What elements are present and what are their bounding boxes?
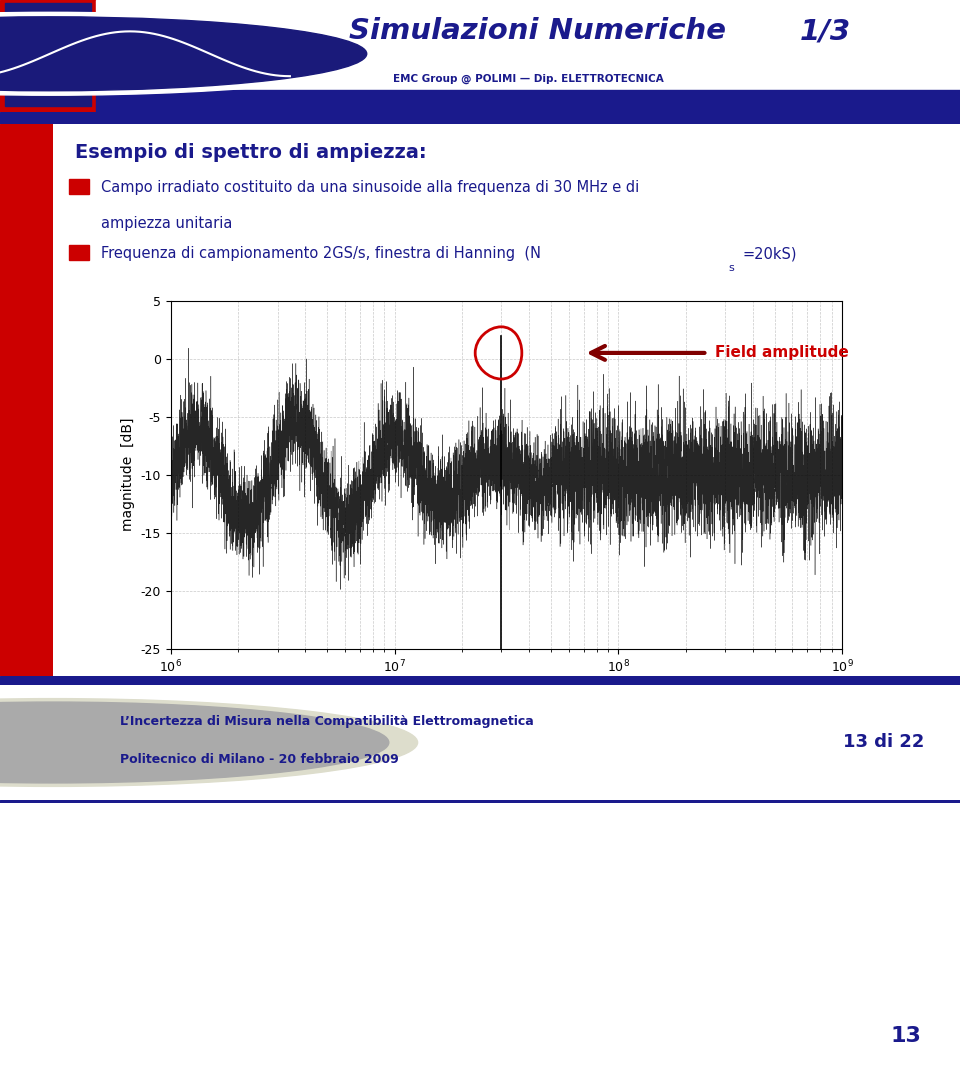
Text: 13: 13: [891, 1025, 922, 1046]
FancyBboxPatch shape: [69, 245, 89, 260]
X-axis label: frequency  [Hz]: frequency [Hz]: [453, 681, 560, 695]
Bar: [5, 3, 91, 107]
Text: Campo irradiato costituito da una sinusoide alla frequenza di 30 MHz e di: Campo irradiato costituito da una sinuso…: [101, 180, 639, 195]
Text: Field amplitude: Field amplitude: [715, 346, 849, 361]
Circle shape: [0, 17, 367, 91]
Bar: [96, 90, 960, 112]
Text: ampiezza unitaria: ampiezza unitaria: [101, 216, 232, 230]
Circle shape: [0, 13, 405, 95]
Bar: [96, 0, 960, 92]
Text: s: s: [729, 262, 734, 272]
Text: Esempio di spettro di ampiezza:: Esempio di spettro di ampiezza:: [76, 143, 427, 162]
Text: 13 di 22: 13 di 22: [843, 733, 924, 751]
Text: 1/3: 1/3: [800, 17, 852, 46]
Circle shape: [0, 699, 418, 786]
Text: L’Incertezza di Misura nella Compatibilità Elettromagnetica: L’Incertezza di Misura nella Compatibili…: [120, 715, 534, 728]
Text: EMC Group @ POLIMI — Dip. ELETTROTECNICA: EMC Group @ POLIMI — Dip. ELETTROTECNICA: [393, 74, 663, 83]
Text: =20kS): =20kS): [742, 246, 797, 261]
Text: Politecnico di Milano - 20 febbraio 2009: Politecnico di Milano - 20 febbraio 2009: [120, 753, 398, 766]
Text: Frequenza di campionamento 2GS/s, finestra di Hanning  (N: Frequenza di campionamento 2GS/s, finest…: [101, 246, 540, 261]
Y-axis label: magnitude  [dB]: magnitude [dB]: [121, 418, 135, 531]
FancyBboxPatch shape: [69, 178, 89, 194]
Text: Simulazioni Numeriche: Simulazioni Numeriche: [349, 17, 726, 46]
Circle shape: [0, 702, 389, 783]
